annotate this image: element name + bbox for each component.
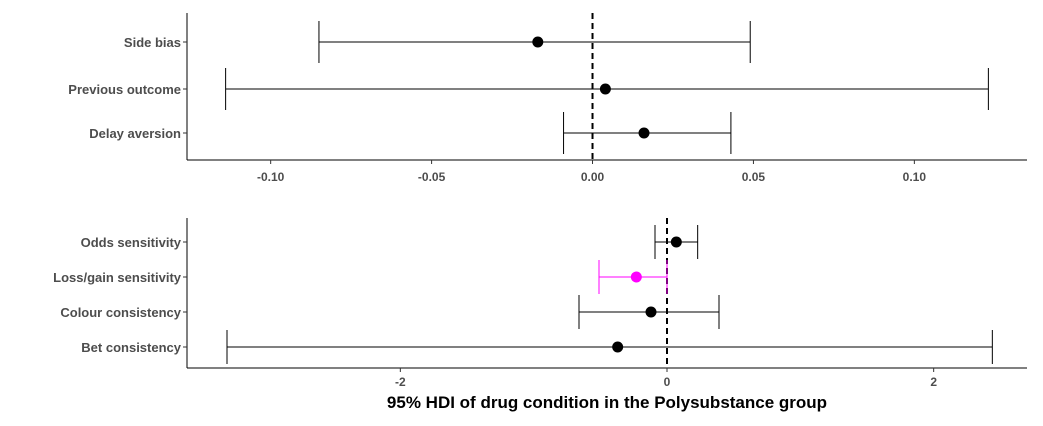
point-estimate — [599, 83, 611, 95]
point-estimate — [630, 271, 642, 283]
point-estimate — [532, 36, 544, 48]
x-tick-label: -0.05 — [418, 170, 446, 184]
y-category-label: Delay aversion — [89, 126, 181, 141]
x-tick-label: -0.10 — [257, 170, 285, 184]
y-category-label: Colour consistency — [60, 305, 181, 320]
x-tick-label: 2 — [930, 375, 937, 389]
top-panel: -0.10 -0.05 0.00 0.05 0.10 Side bias Previous … — [68, 13, 1027, 184]
x-tick-label: 0 — [664, 375, 671, 389]
y-category-label: Bet consistency — [81, 340, 181, 355]
point-estimate — [645, 306, 657, 318]
point-estimate — [638, 127, 650, 139]
x-tick-label: 0.00 — [581, 170, 605, 184]
y-category-label: Side bias — [124, 35, 181, 50]
bottom-panel: -2 0 2 Odds sensitivity Loss/gain sensitivit… — [53, 218, 1027, 389]
x-tick-label: -2 — [395, 375, 406, 389]
x-axis-title: 95% HDI of drug condition in the Polysub… — [387, 393, 827, 412]
y-category-label: Loss/gain sensitivity — [53, 270, 182, 285]
point-estimate — [670, 236, 682, 248]
x-tick-label: 0.10 — [903, 170, 927, 184]
x-tick-label: 0.05 — [742, 170, 766, 184]
point-estimate — [612, 341, 624, 353]
y-category-label: Previous outcome — [68, 82, 181, 97]
y-category-label: Odds sensitivity — [81, 235, 182, 250]
